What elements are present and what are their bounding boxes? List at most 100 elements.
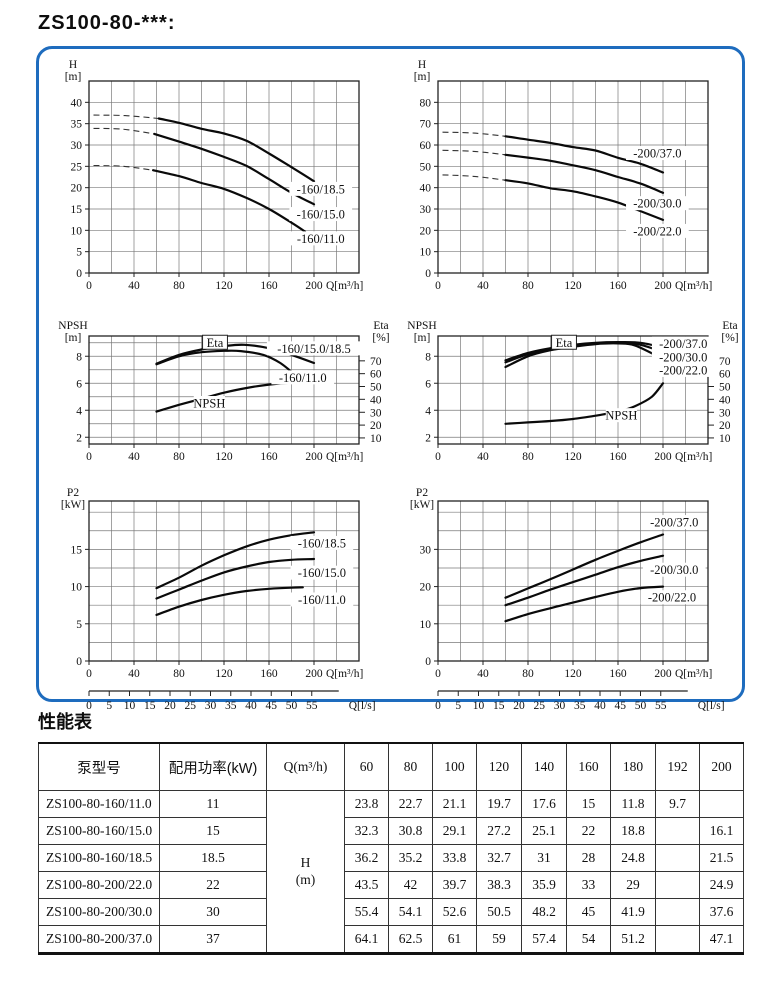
head-value-cell: 22.7 <box>388 790 433 818</box>
svg-text:30: 30 <box>719 407 731 419</box>
svg-text:40: 40 <box>245 700 257 711</box>
head-value-cell: 16.1 <box>699 817 744 845</box>
svg-text:30: 30 <box>71 140 83 152</box>
svg-text:40: 40 <box>128 451 140 463</box>
svg-text:0: 0 <box>425 656 431 668</box>
performance-table: 泵型号 配用功率(kW) Q(m³/h) 60 80 100 120 140 160 180 192… <box>38 742 744 955</box>
svg-text:70: 70 <box>420 119 432 131</box>
chart-svg-p2_200: 0 10 20 30 P2[kW] 0 40 80 120 160 200 Q[m³/h] 0 5 10 15… <box>410 487 725 712</box>
chart-h-200-series: 0 10 20 30 40 50 60 70 80 H [m] 0 40 80 120 160 200 Q[m³/… <box>398 57 743 306</box>
chart-svg-h200: 0 10 20 30 40 50 60 70 80 H[m] 0 40 80 120 160 200 Q[m³/… <box>414 59 713 292</box>
svg-text:160: 160 <box>260 668 278 680</box>
svg-text:5: 5 <box>455 700 461 711</box>
svg-text:80: 80 <box>173 451 185 463</box>
svg-text:25: 25 <box>71 161 83 173</box>
column-header: 60 <box>344 742 389 791</box>
pump-model-cell: ZS100-80-200/30.0 <box>38 898 160 926</box>
svg-text:8: 8 <box>425 351 431 363</box>
svg-text:25: 25 <box>185 700 197 711</box>
svg-text:[kW]: [kW] <box>61 499 85 511</box>
svg-text:40: 40 <box>477 668 489 680</box>
head-value-cell: 32.7 <box>476 844 522 872</box>
svg-text:160: 160 <box>260 451 278 463</box>
svg-text:20: 20 <box>370 420 382 432</box>
svg-text:20: 20 <box>164 700 176 711</box>
svg-text:35: 35 <box>574 700 586 711</box>
chart-npsh-eta-200-series: 2 4 6 8 NPSH [m] 0 40 80 120 160 200 Q[m³/h] Eta [%] 70… <box>398 318 743 473</box>
svg-text:Eta: Eta <box>556 336 573 350</box>
head-value-cell: 61 <box>432 925 477 954</box>
column-header: 配用功率(kW) <box>159 742 267 791</box>
svg-text:-160/18.5: -160/18.5 <box>297 182 345 196</box>
svg-text:40: 40 <box>370 394 382 406</box>
svg-text:[%]: [%] <box>372 332 389 344</box>
head-value-cell: 50.5 <box>476 898 522 926</box>
head-value-cell: 17.6 <box>521 790 567 818</box>
svg-text:Eta: Eta <box>722 320 737 332</box>
svg-text:10: 10 <box>473 700 485 711</box>
table-row: ZS100-80-200/30.0 30 55.4 54.1 52.6 50.5 48.2 4… <box>38 898 744 926</box>
svg-text:5: 5 <box>76 619 82 631</box>
svg-text:NPSH: NPSH <box>58 320 87 332</box>
head-value-cell: 27.2 <box>476 817 522 845</box>
head-value-cell: 47.1 <box>699 925 744 954</box>
svg-text:-160/15.0/18.5: -160/15.0/18.5 <box>277 342 351 356</box>
head-value-cell: 48.2 <box>521 898 567 926</box>
svg-text:-160/18.5: -160/18.5 <box>298 536 346 550</box>
pump-model-cell: ZS100-80-160/11.0 <box>38 790 160 818</box>
rated-power-cell: 11 <box>159 790 267 818</box>
head-value-cell <box>699 790 744 818</box>
svg-text:Q[l/s]: Q[l/s] <box>349 700 376 711</box>
svg-text:10: 10 <box>71 582 83 594</box>
svg-text:120: 120 <box>215 451 233 463</box>
svg-text:10: 10 <box>124 700 136 711</box>
svg-text:40: 40 <box>128 280 140 292</box>
svg-text:[m]: [m] <box>414 71 431 83</box>
head-value-cell <box>655 844 700 872</box>
svg-text:-200/37.0: -200/37.0 <box>659 337 707 351</box>
svg-text:15: 15 <box>144 700 156 711</box>
column-header: 192 <box>655 742 700 791</box>
svg-text:55: 55 <box>306 700 318 711</box>
column-header: Q(m³/h) <box>266 742 345 791</box>
svg-text:Q[m³/h]: Q[m³/h] <box>326 451 363 463</box>
svg-text:-160/11.0: -160/11.0 <box>279 371 327 385</box>
performance-table-heading: 性能表 <box>38 712 92 732</box>
svg-text:0: 0 <box>76 268 82 280</box>
svg-text:50: 50 <box>370 381 382 393</box>
head-value-cell: 41.9 <box>610 898 656 926</box>
chart-npsh-eta-160-series: 2 4 6 8 NPSH [m] 0 40 80 120 160 200 Q[m³/h] Eta [%] 70… <box>49 318 394 473</box>
svg-text:120: 120 <box>215 280 233 292</box>
svg-text:40: 40 <box>128 668 140 680</box>
svg-text:-200/30.0: -200/30.0 <box>659 351 707 365</box>
head-value-cell: 11.8 <box>610 790 656 818</box>
head-value-cell: 21.5 <box>699 844 744 872</box>
svg-text:4: 4 <box>76 405 82 417</box>
head-value-cell: 33 <box>566 871 611 899</box>
page-title: ZS100-80-***: <box>38 12 176 34</box>
svg-text:20: 20 <box>513 700 525 711</box>
head-value-cell <box>655 925 700 954</box>
svg-text:20: 20 <box>71 183 83 195</box>
table-row: ZS100-80-160/15.0 15 32.3 30.8 29.1 27.2 25.1 2… <box>38 817 744 845</box>
head-value-cell: 22 <box>566 817 611 845</box>
svg-text:25: 25 <box>534 700 546 711</box>
column-header: 120 <box>476 742 522 791</box>
svg-text:8: 8 <box>76 351 82 363</box>
svg-text:50: 50 <box>635 700 647 711</box>
svg-text:Q[m³/h]: Q[m³/h] <box>675 668 712 680</box>
head-value-cell: 18.8 <box>610 817 656 845</box>
svg-text:10: 10 <box>370 433 382 445</box>
svg-text:P2: P2 <box>416 487 428 499</box>
svg-text:200: 200 <box>654 280 672 292</box>
svg-text:NPSH: NPSH <box>407 320 436 332</box>
head-value-cell: 38.3 <box>476 871 522 899</box>
head-value-cell: 24.8 <box>610 844 656 872</box>
svg-text:Eta: Eta <box>373 320 388 332</box>
svg-text:120: 120 <box>564 451 582 463</box>
svg-text:120: 120 <box>564 280 582 292</box>
svg-text:50: 50 <box>420 161 432 173</box>
column-header: 80 <box>388 742 433 791</box>
svg-text:40: 40 <box>477 451 489 463</box>
svg-text:-160/15.0: -160/15.0 <box>297 208 345 222</box>
